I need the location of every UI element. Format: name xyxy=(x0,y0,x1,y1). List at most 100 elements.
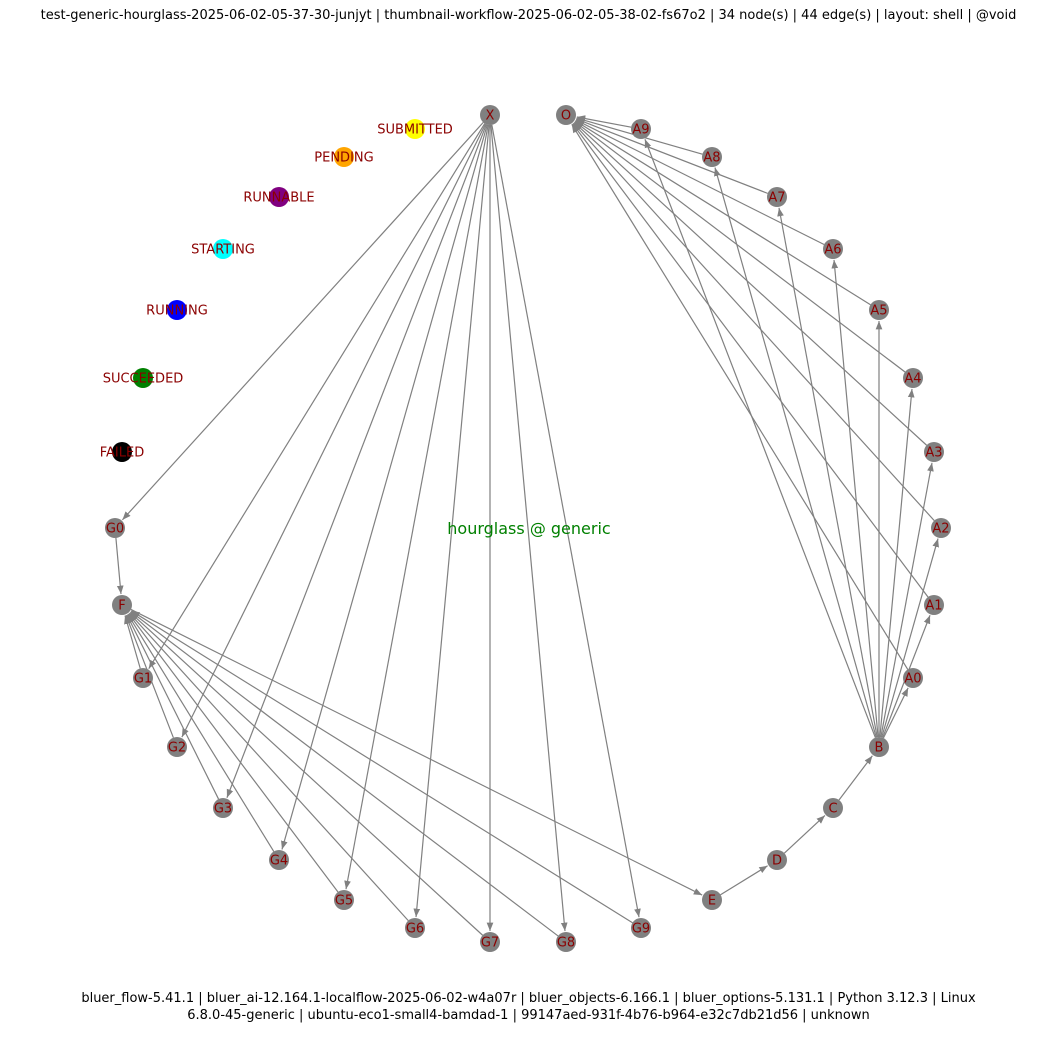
node-A8: A8 xyxy=(702,147,722,167)
edge-A3-O xyxy=(573,121,928,446)
node-label-A3: A3 xyxy=(925,446,942,461)
legend-item-submitted: SUBMITTED xyxy=(377,119,453,139)
node-label-G3: G3 xyxy=(214,802,232,817)
legend-item-succeeded: SUCCEEDED xyxy=(103,368,184,388)
node-label-G1: G1 xyxy=(134,672,152,687)
node-label-G2: G2 xyxy=(168,741,186,756)
node-circle-G6 xyxy=(405,918,425,938)
node-C: C xyxy=(823,798,843,818)
edge-B-A6 xyxy=(831,259,879,738)
node-O: O xyxy=(556,105,576,125)
legend-item-failed: FAILED xyxy=(100,442,144,462)
node-E: E xyxy=(702,890,722,910)
node-label-A4: A4 xyxy=(904,372,921,387)
legend-label-runnable: RUNNABLE xyxy=(243,191,314,206)
edge-X-G3 xyxy=(226,124,487,798)
node-label-A8: A8 xyxy=(703,151,720,166)
legend-swatch-runnable xyxy=(269,187,289,207)
edge-B-A7 xyxy=(777,207,878,738)
node-A0: A0 xyxy=(903,668,923,688)
edge-A1-O xyxy=(572,123,929,598)
edge-D-C xyxy=(783,815,826,854)
legend-label-starting: STARTING xyxy=(191,243,255,258)
node-label-X: X xyxy=(486,109,495,124)
node-circle-A4 xyxy=(903,368,923,388)
node-label-O: O xyxy=(561,109,571,124)
node-A1: A1 xyxy=(924,595,944,615)
node-G7: G7 xyxy=(480,932,500,952)
node-label-A0: A0 xyxy=(904,672,921,687)
node-circle-F xyxy=(112,595,132,615)
node-G0: G0 xyxy=(105,518,125,538)
node-B: B xyxy=(869,737,889,757)
edge-G5-F xyxy=(128,613,339,893)
node-label-G7: G7 xyxy=(481,936,499,951)
node-circle-G1 xyxy=(133,668,153,688)
edge-A0-O xyxy=(571,124,909,670)
legend-swatch-pending xyxy=(334,147,354,167)
node-A9: A9 xyxy=(631,119,651,139)
edge-B-A0 xyxy=(882,687,909,739)
node-A3: A3 xyxy=(924,442,944,462)
legend-item-running: RUNNING xyxy=(146,300,208,320)
node-label-G5: G5 xyxy=(335,894,353,909)
node-circle-G7 xyxy=(480,932,500,952)
edge-A5-O xyxy=(575,120,871,306)
edge-F-E xyxy=(130,608,703,896)
node-A4: A4 xyxy=(903,368,923,388)
center-title: hourglass @ generic xyxy=(447,519,610,538)
node-G1: G1 xyxy=(133,668,153,688)
node-circle-B xyxy=(869,737,889,757)
node-circle-D xyxy=(767,850,787,870)
edge-B-A2 xyxy=(881,538,939,738)
node-circle-G9 xyxy=(631,918,651,938)
legend-swatch-submitted xyxy=(405,119,425,139)
status-legend: SUBMITTED PENDING RUNNABLE STARTING RUNNING S… xyxy=(100,119,453,462)
node-circle-A8 xyxy=(702,147,722,167)
edge-B-A9 xyxy=(644,139,876,738)
legend-item-starting: STARTING xyxy=(191,239,255,259)
edge-G3-F xyxy=(126,614,220,800)
legend-item-pending: PENDING xyxy=(314,147,374,167)
node-circle-X xyxy=(480,105,500,125)
node-circle-O xyxy=(556,105,576,125)
edge-X-G8 xyxy=(490,124,568,932)
node-label-B: B xyxy=(875,741,884,756)
node-circle-C xyxy=(823,798,843,818)
node-A2: A2 xyxy=(931,518,951,538)
edge-B-A8 xyxy=(714,167,877,738)
legend-swatch-running xyxy=(167,300,187,320)
node-circle-A0 xyxy=(903,668,923,688)
node-circle-A2 xyxy=(931,518,951,538)
edge-A9-O xyxy=(576,115,632,128)
legend-label-succeeded: SUCCEEDED xyxy=(103,372,184,387)
edge-B-A4 xyxy=(879,388,915,738)
legend-label-pending: PENDING xyxy=(314,151,373,166)
node-label-C: C xyxy=(828,802,837,817)
node-label-G4: G4 xyxy=(270,854,288,869)
node-circle-A7 xyxy=(767,187,787,207)
node-circle-G2 xyxy=(167,737,187,757)
edge-G8-F xyxy=(130,611,559,937)
node-G8: G8 xyxy=(556,932,576,952)
node-circle-G4 xyxy=(269,850,289,870)
node-circle-A5 xyxy=(869,300,889,320)
edges-layer xyxy=(115,115,939,937)
legend-label-submitted: SUBMITTED xyxy=(377,123,453,138)
edge-G9-F xyxy=(131,610,633,924)
node-label-G9: G9 xyxy=(632,922,650,937)
node-circle-G3 xyxy=(213,798,233,818)
node-label-G0: G0 xyxy=(106,522,124,537)
edge-C-B xyxy=(838,755,873,801)
edge-X-G4 xyxy=(281,124,488,850)
edge-G0-F xyxy=(115,537,124,595)
footer-line-1: bluer_flow-5.41.1 | bluer_ai-12.164.1-lo… xyxy=(81,991,976,1006)
edge-A2-O xyxy=(572,122,935,521)
node-label-A6: A6 xyxy=(824,243,841,258)
node-label-G6: G6 xyxy=(406,922,424,937)
node-label-G8: G8 xyxy=(557,936,575,951)
node-label-F: F xyxy=(118,599,125,614)
node-circle-G8 xyxy=(556,932,576,952)
node-label-A2: A2 xyxy=(932,522,949,537)
nodes-layer: X O A9 A8 A7 A6 A5 A4 A3 A2 A1 A0 B C D E G9 G8 G7 G6 G5 G4 G3… xyxy=(105,105,951,952)
